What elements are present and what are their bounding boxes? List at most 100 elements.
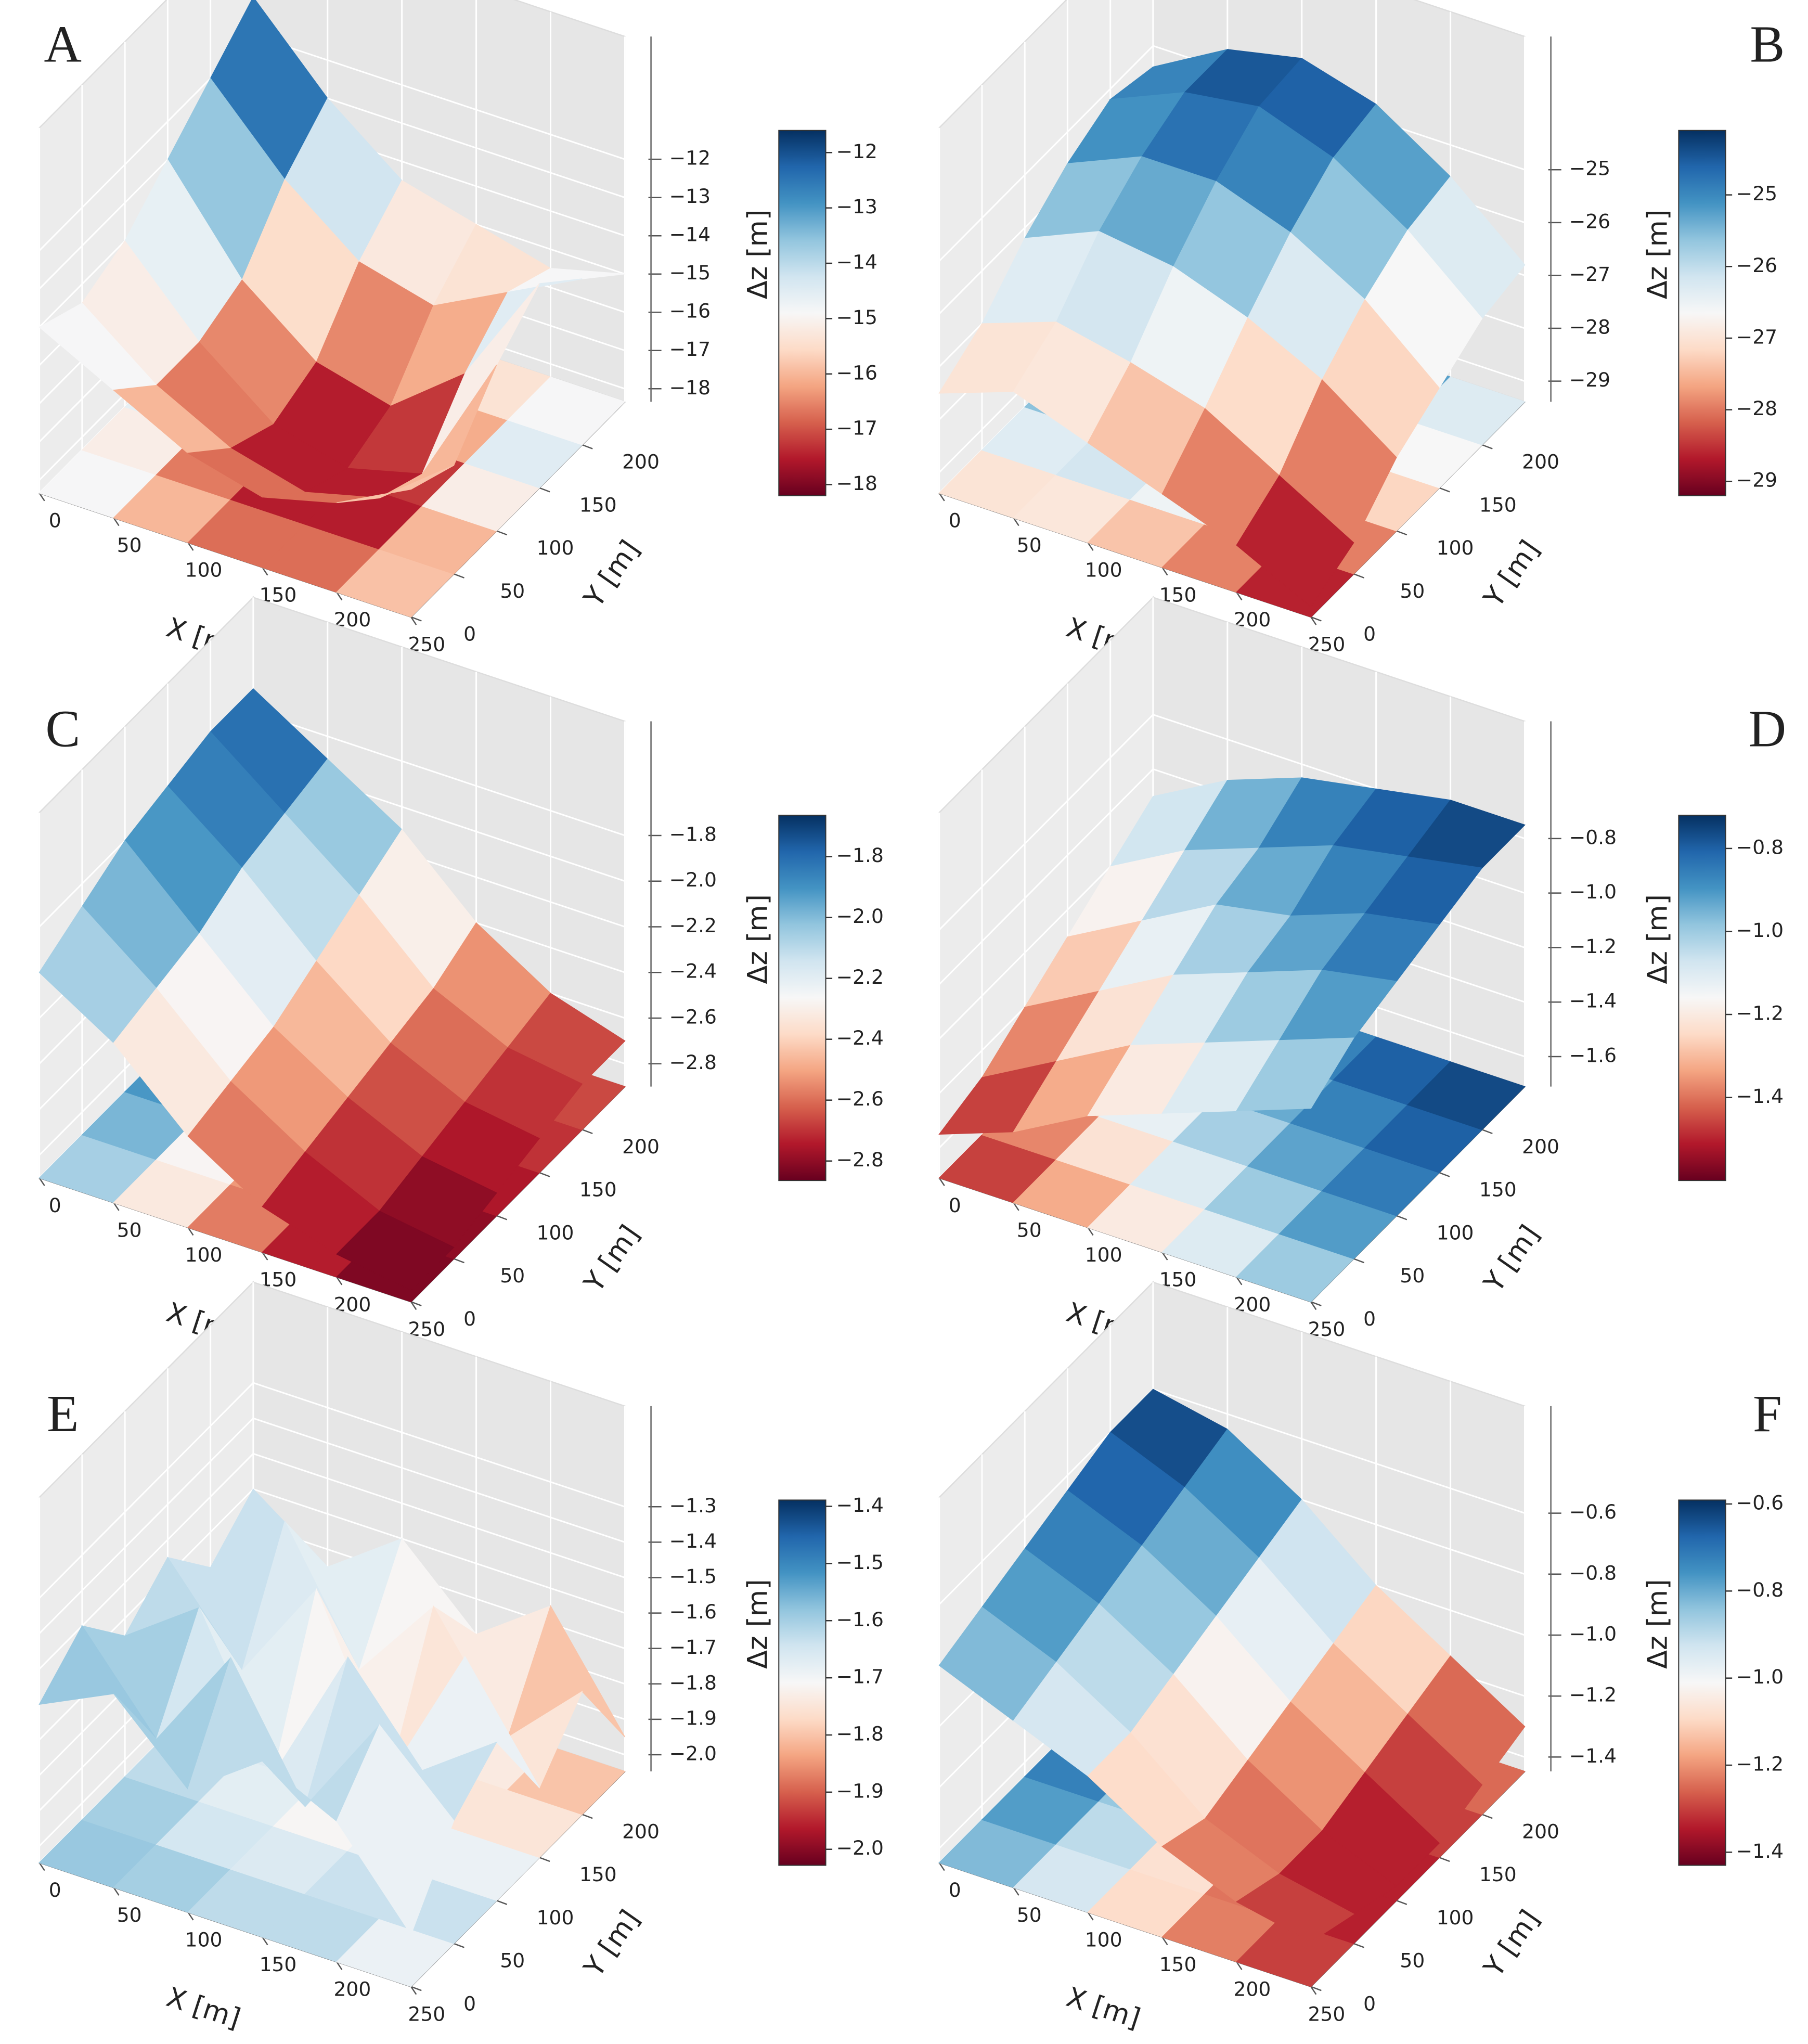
tick-mark (1481, 444, 1493, 449)
z-tick-label: −1.0 (1569, 1623, 1617, 1646)
colorbar (1678, 815, 1726, 1181)
x-tick-label: 50 (117, 534, 142, 557)
tick-mark (336, 1276, 343, 1285)
contour-cell (507, 376, 626, 445)
tick-mark (410, 1986, 422, 1991)
colorbar-tick-label: −27 (1736, 325, 1777, 348)
y-tick-label: 100 (1437, 1906, 1474, 1929)
contour-cell (1406, 1061, 1526, 1130)
tick-mark (582, 1129, 593, 1135)
tick-mark (539, 1857, 550, 1862)
colorbar-tick-label: −17 (836, 417, 877, 440)
z-tick-label: −1.8 (669, 1671, 717, 1694)
tick-mark (1396, 1215, 1407, 1220)
x-tick-label: 0 (49, 1879, 61, 1901)
colorbar-label: Δz [m] (742, 894, 773, 984)
y-tick-label: 50 (1400, 580, 1425, 602)
x-tick-label: 100 (185, 1243, 223, 1266)
x-tick-label: 100 (1085, 1928, 1122, 1951)
y-tick-label: 150 (579, 1178, 617, 1201)
y-tick-label: 200 (1522, 1820, 1559, 1843)
tick-mark (1439, 1172, 1450, 1177)
y-tick-label: 200 (622, 1135, 660, 1158)
tick-mark (38, 1177, 45, 1186)
y-axis-label: Y [m] (1478, 1904, 1546, 1983)
tick-mark (1013, 517, 1019, 526)
z-tick-label: −2.4 (669, 960, 717, 983)
z-tick-label: −0.8 (1569, 826, 1617, 849)
z-tick-label: −18 (669, 376, 711, 399)
colorbar-tick-label: −26 (1736, 254, 1777, 277)
colorbar-tick-label: −1.6 (836, 1608, 884, 1631)
colorbar-tick-label: −0.6 (1736, 1491, 1784, 1514)
x-tick-label: 100 (1085, 559, 1122, 582)
colorbar-tick-label: −1.0 (1736, 919, 1784, 942)
tick-mark (410, 1301, 422, 1307)
x-tick-label: 200 (1234, 1978, 1271, 2001)
tick-mark (1481, 1814, 1493, 1819)
y-tick-label: 100 (537, 1906, 574, 1929)
colorbar-tick-label: −1.8 (836, 844, 884, 867)
tick-mark (1310, 1986, 1322, 1991)
colorbar-label: Δz [m] (1642, 894, 1673, 984)
z-tick-label: −15 (669, 261, 711, 284)
panel-letter: D (1749, 700, 1786, 758)
tick-mark (336, 1961, 343, 1970)
z-tick-label: −1.4 (669, 1529, 717, 1552)
y-axis-label: Y [m] (577, 1904, 646, 1983)
colorbar-tick-label: −12 (836, 140, 877, 163)
colorbar-tick-label: −2.0 (836, 1836, 884, 1859)
tick-mark (1236, 592, 1243, 601)
x-tick-label: 250 (1308, 2002, 1345, 2025)
colorbar (1678, 130, 1726, 496)
tick-mark (113, 1202, 120, 1211)
z-tick-label: −0.6 (1569, 1500, 1617, 1523)
y-tick-label: 50 (1400, 1949, 1425, 1972)
colorbar-tick-label: −1.4 (1736, 1840, 1784, 1862)
x-tick-label: 50 (1017, 534, 1042, 557)
tick-mark (262, 1252, 268, 1261)
tick-mark (1087, 1227, 1094, 1236)
colorbar-label: Δz [m] (1642, 1579, 1673, 1669)
x-tick-label: 50 (1017, 1218, 1042, 1241)
surface-cell (1236, 1037, 1354, 1111)
z-tick-label: −26 (1569, 210, 1610, 233)
colorbar-tick-label: −1.2 (1736, 1002, 1784, 1025)
grid-line (253, 34, 625, 160)
z-tick-label: −1.2 (1569, 1683, 1617, 1706)
y-axis-label: Y [m] (577, 1219, 646, 1299)
tick-mark (410, 616, 417, 625)
tick-mark (454, 1258, 464, 1264)
grid-line (938, 45, 1154, 262)
y-tick-label: 0 (1363, 1992, 1376, 2015)
tick-mark (1481, 1129, 1493, 1135)
y-tick-label: 150 (1479, 493, 1517, 516)
surface-cell (337, 465, 454, 504)
z-tick-label: −1.3 (669, 1494, 717, 1517)
z-tick-label: −14 (669, 223, 711, 246)
z-tick-label: −1.5 (669, 1565, 717, 1588)
tick-mark (262, 567, 268, 576)
panel-letter: C (45, 700, 80, 758)
tick-mark (336, 592, 343, 601)
surface-cell (1235, 1873, 1355, 1943)
y-tick-label: 100 (537, 1221, 574, 1244)
colorbar-tick-label: −28 (1736, 397, 1777, 420)
y-tick-label: 200 (1522, 1135, 1559, 1158)
tick-mark (262, 1936, 268, 1946)
panel-letter: F (1753, 1385, 1782, 1443)
tick-mark (582, 1814, 593, 1819)
tick-mark (454, 573, 464, 579)
z-tick-label: −28 (1569, 316, 1610, 339)
tick-mark (1310, 1986, 1317, 1995)
y-tick-label: 200 (1522, 451, 1559, 473)
z-tick-label: −2.0 (669, 1742, 717, 1765)
surface-cell (336, 1211, 455, 1291)
tick-mark (1161, 567, 1168, 576)
tick-mark (938, 493, 945, 502)
tick-mark (539, 487, 550, 493)
